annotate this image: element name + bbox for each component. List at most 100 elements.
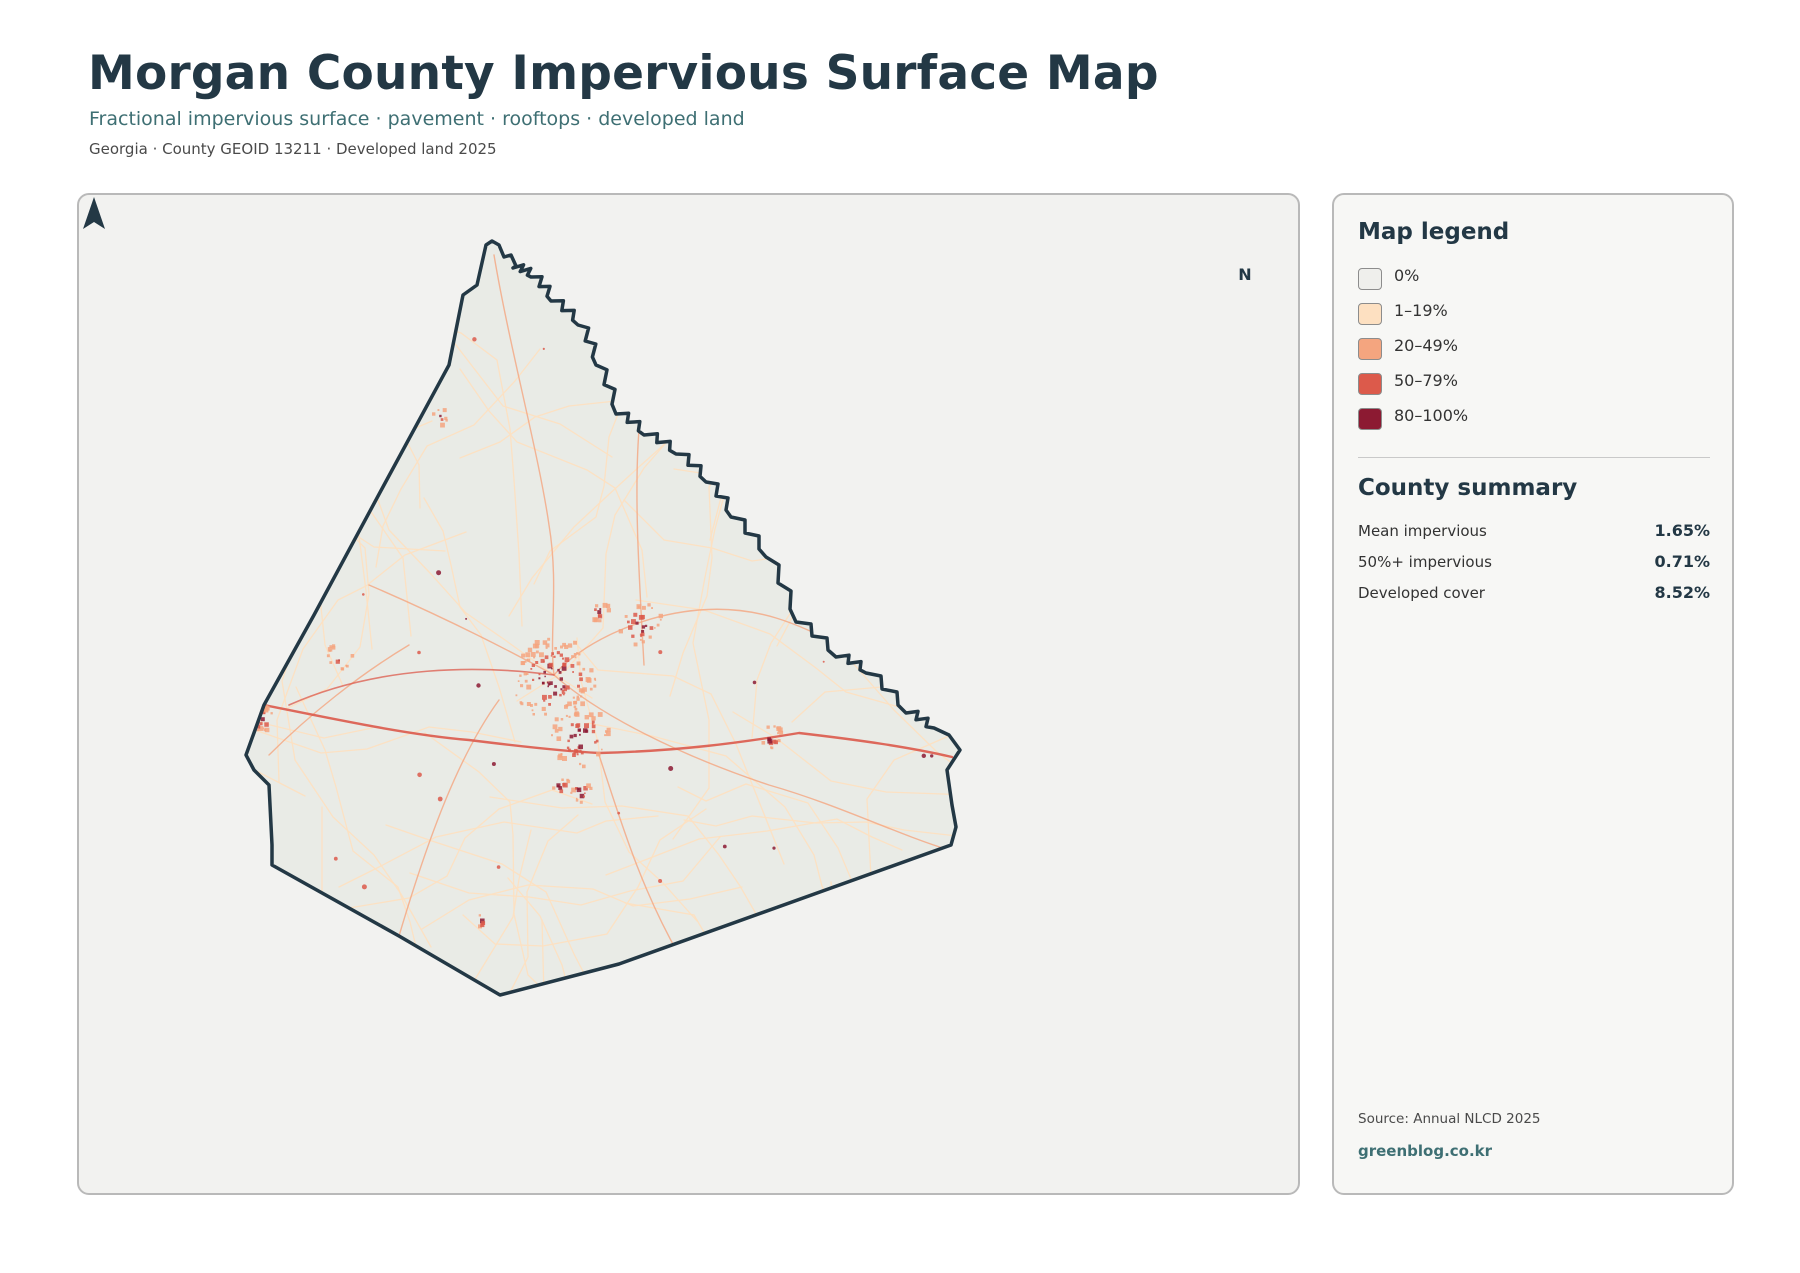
developed-patch (329, 649, 331, 652)
developed-patch (526, 702, 531, 706)
developed-spot (333, 856, 338, 861)
developed-patch (579, 800, 583, 804)
developed-patch (639, 638, 642, 641)
developed-patch (254, 716, 257, 719)
developed-patch (345, 664, 348, 667)
rural-road (624, 902, 868, 995)
developed-patch (559, 653, 563, 657)
developed-spot (476, 683, 481, 688)
developed-patch (642, 605, 646, 610)
developed-patch (326, 654, 330, 658)
developed-patch (534, 640, 540, 645)
developed-patch (606, 603, 611, 608)
legend-label: 50–79% (1394, 371, 1458, 390)
developed-patch (567, 643, 573, 648)
rural-road (338, 815, 659, 888)
developed-patch (525, 652, 531, 658)
developed-patch (578, 672, 583, 676)
developed-patch (582, 687, 587, 692)
developed-patch (631, 634, 635, 638)
legend-item: 1–19% (1358, 300, 1468, 335)
legend-swatch (1358, 268, 1382, 290)
developed-patch (600, 615, 602, 618)
legend-label: 1–19% (1394, 301, 1448, 320)
developed-patch (524, 679, 528, 683)
summary-label: 50%+ impervious (1358, 552, 1492, 571)
developed-patch (584, 792, 586, 794)
developed-patch (562, 662, 567, 667)
developed-patch (624, 615, 628, 618)
rural-road (437, 241, 635, 288)
developed-patch (442, 408, 447, 413)
rural-road (459, 368, 648, 598)
developed-spot (472, 337, 477, 342)
rural-road (776, 332, 909, 647)
developed-patch (576, 697, 580, 701)
developed-patch (538, 673, 541, 676)
developed-patch (766, 725, 770, 729)
rural-road (246, 558, 373, 739)
map-panel[interactable]: N (77, 193, 1300, 1195)
developed-patch (779, 730, 784, 735)
developed-patch (545, 646, 548, 649)
developed-patch (480, 918, 485, 924)
developed-patch (591, 720, 595, 724)
developed-spot (930, 754, 934, 758)
developed-patch (573, 733, 577, 738)
developed-patch (559, 677, 563, 681)
developed-patch (567, 739, 570, 743)
developed-patch (573, 640, 577, 645)
developed-patch (572, 671, 574, 673)
developed-patch (256, 729, 259, 732)
developed-patch (618, 629, 623, 634)
developed-spot (436, 570, 442, 576)
developed-patch (594, 679, 597, 681)
developed-patch (579, 793, 585, 799)
county-map[interactable] (79, 195, 1300, 1195)
developed-patch (554, 729, 559, 733)
developed-patch (593, 617, 599, 623)
developed-patch (550, 655, 553, 657)
developed-patch (776, 726, 782, 731)
developed-patch (568, 715, 571, 718)
developed-patch (549, 681, 553, 685)
developed-patch (525, 672, 529, 675)
developed-patch (576, 723, 581, 728)
brand-link[interactable]: greenblog.co.kr (1358, 1142, 1493, 1160)
developed-patch (565, 704, 569, 707)
developed-patch (548, 662, 553, 668)
developed-spot (361, 884, 367, 890)
rural-road (295, 686, 426, 985)
developed-patch (439, 414, 442, 418)
page-subtitle: Fractional impervious surface · pavement… (89, 108, 745, 130)
developed-patch (588, 712, 594, 718)
developed-patch (776, 727, 779, 730)
developed-patch (562, 782, 568, 788)
developed-spot (362, 593, 365, 596)
developed-patch (440, 418, 444, 421)
developed-patch (250, 716, 255, 721)
developed-patch (598, 619, 602, 623)
developed-spot (695, 348, 698, 352)
developed-spot (465, 617, 468, 620)
developed-patch (515, 694, 518, 697)
developed-spot (921, 753, 926, 758)
developed-patch (570, 723, 574, 727)
developed-patch (445, 419, 448, 422)
developed-patch (264, 722, 269, 727)
developed-patch (552, 786, 556, 790)
developed-patch (548, 695, 552, 699)
developed-patch (521, 661, 526, 665)
developed-spot (822, 660, 825, 663)
rural-road (895, 393, 960, 442)
developed-patch (535, 661, 539, 664)
developed-patch (575, 712, 580, 717)
developed-patch (478, 924, 482, 929)
rural-road (342, 789, 593, 910)
legend-panel: Map legend 0% 1–19% 20–49% 50–79% 80–100… (1332, 193, 1734, 1195)
developed-spot (853, 375, 857, 379)
developed-patch (556, 736, 562, 741)
developed-patch (770, 746, 774, 750)
developed-patch (658, 613, 663, 619)
developed-spot (922, 504, 928, 509)
